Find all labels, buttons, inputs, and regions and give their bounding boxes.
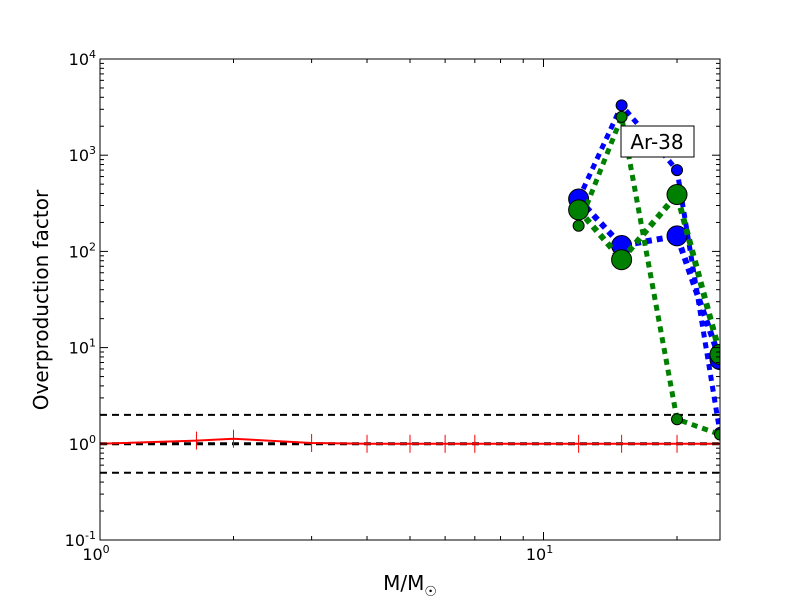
series-marker-3-3 bbox=[714, 428, 720, 441]
y-tick-label-2: 101 bbox=[69, 337, 96, 358]
x-axis-title-main: M/M bbox=[383, 571, 424, 595]
series-marker-2-2 bbox=[666, 225, 688, 247]
annotation-label: Ar-38 bbox=[630, 130, 683, 154]
series-line-3 bbox=[576, 107, 720, 437]
data-layer bbox=[100, 99, 720, 474]
series-marker-3-1 bbox=[615, 110, 628, 123]
y-tick-label-0: 10-1 bbox=[65, 529, 96, 550]
y-tick-label-exp: 1 bbox=[89, 337, 96, 350]
y-tick-label-exp: -1 bbox=[85, 529, 96, 542]
y-tick-label-base: 10 bbox=[65, 531, 85, 550]
ticks-layer bbox=[99, 58, 720, 541]
x-tick-label-0: 100 bbox=[82, 543, 109, 564]
x-tick-label-exp: 1 bbox=[546, 543, 553, 556]
y-tick-label-exp: 0 bbox=[89, 433, 96, 446]
y-axis-title: Overproduction factor bbox=[29, 189, 53, 410]
x-tick-label-exp: 0 bbox=[103, 543, 110, 556]
y-tick-label-base: 10 bbox=[69, 50, 89, 69]
y-tick-label-base: 10 bbox=[69, 435, 89, 454]
series-marker-4-2 bbox=[666, 184, 688, 206]
y-tick-label-3: 102 bbox=[69, 240, 96, 261]
y-tick-label-1: 100 bbox=[69, 433, 96, 454]
series-line-2 bbox=[576, 197, 720, 361]
annotation-box bbox=[620, 125, 695, 158]
series-marker-1-2 bbox=[671, 164, 684, 177]
x-axis-title: M/M☉ bbox=[383, 571, 437, 600]
series-marker-1-1 bbox=[615, 99, 628, 112]
x-axis-title-sub: ☉ bbox=[424, 584, 437, 600]
series-marker-4-0 bbox=[568, 199, 590, 221]
y-tick-label-base: 10 bbox=[69, 339, 89, 358]
y-tick-label-base: 10 bbox=[69, 242, 89, 261]
y-tick-label-exp: 2 bbox=[89, 240, 96, 253]
y-tick-label-base: 10 bbox=[69, 146, 89, 165]
y-tick-label-4: 103 bbox=[69, 144, 96, 165]
x-tick-label-1: 101 bbox=[526, 543, 553, 564]
series-marker-3-2 bbox=[671, 413, 684, 426]
series-line-0 bbox=[100, 437, 720, 445]
ar38-annotation: Ar-38 bbox=[620, 125, 695, 158]
y-tick-label-5: 104 bbox=[69, 48, 96, 69]
x-tick-label-base: 10 bbox=[82, 545, 102, 564]
y-tick-label-exp: 4 bbox=[89, 48, 96, 61]
series-marker-4-3 bbox=[709, 343, 720, 365]
x-tick-label-base: 10 bbox=[526, 545, 546, 564]
series-marker-3-0 bbox=[572, 219, 585, 232]
y-tick-label-exp: 3 bbox=[89, 144, 96, 157]
series-marker-4-1 bbox=[611, 249, 633, 271]
series-line-4 bbox=[576, 188, 720, 356]
